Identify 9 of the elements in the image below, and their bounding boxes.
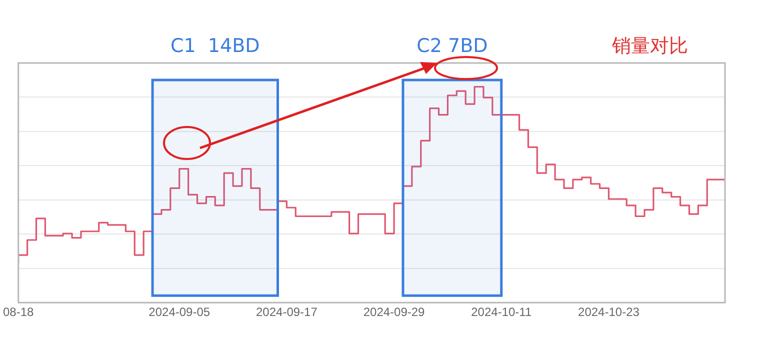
x-tick-label: 2024-09-17 — [256, 305, 318, 320]
text: 销量对比 — [611, 34, 688, 57]
band-label: C1 14BD — [170, 34, 260, 57]
x-tick-label: 2024-10-11 — [471, 305, 532, 320]
x-tick-label: 08-18 — [2, 305, 34, 320]
x-tick-label: 2024-10-23 — [578, 305, 640, 320]
x-tick-label: 2024-09-05 — [148, 305, 210, 320]
band-label: C2 7BD — [416, 34, 488, 57]
x-tick-label: 2024-09-29 — [363, 305, 426, 320]
